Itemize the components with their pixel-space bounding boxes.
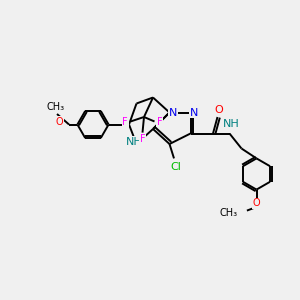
Text: F: F [122,116,128,127]
Text: Cl: Cl [170,162,181,172]
Text: N: N [190,107,198,118]
Text: F: F [157,116,163,127]
Text: NH: NH [126,136,142,147]
Text: CH₃: CH₃ [220,208,238,218]
Text: F: F [140,134,145,144]
Text: CH₃: CH₃ [46,102,64,112]
Text: O: O [214,105,224,116]
Text: O: O [56,117,64,127]
Text: NH: NH [223,119,239,129]
Text: O: O [253,198,260,208]
Text: N: N [169,107,177,118]
